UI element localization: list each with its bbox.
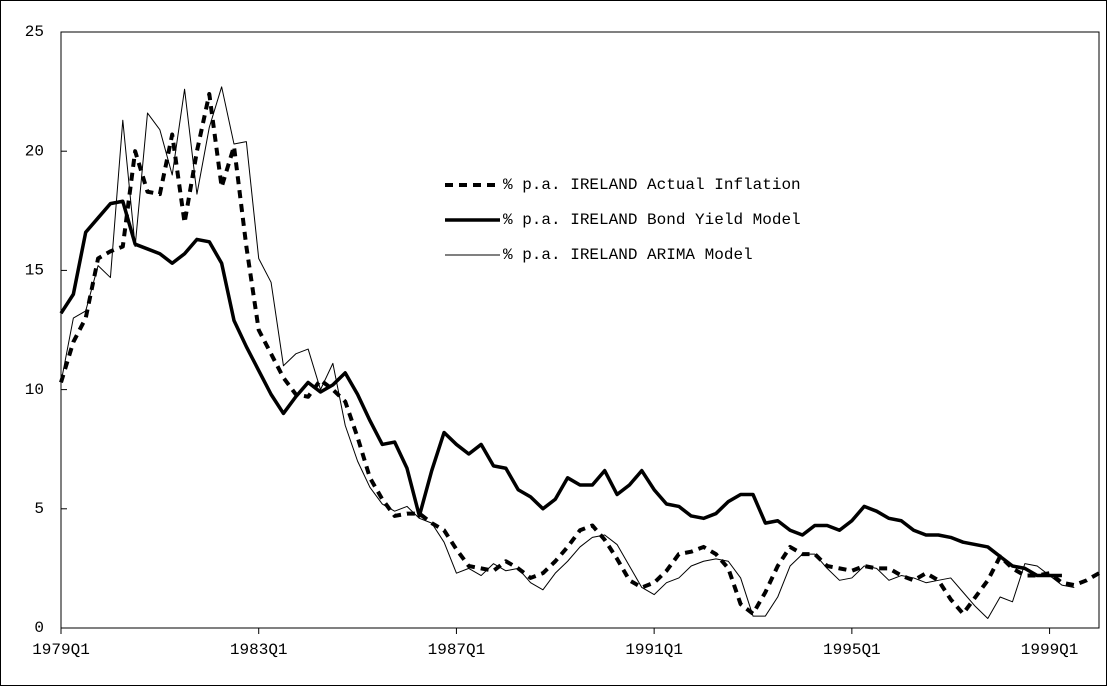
x-tick-label: 1995Q1 bbox=[823, 641, 881, 659]
y-tick-label: 25 bbox=[25, 23, 44, 41]
plot-area bbox=[60, 31, 1100, 629]
y-tick-label: 15 bbox=[25, 262, 44, 280]
x-tick-label: 1979Q1 bbox=[32, 641, 90, 659]
series-line bbox=[59, 199, 1062, 578]
x-tick-label: 1999Q1 bbox=[1021, 641, 1079, 659]
y-tick-label: 5 bbox=[34, 500, 44, 518]
legend-label: % p.a. IRELAND Bond Yield Model bbox=[503, 211, 801, 229]
y-tick-label: 20 bbox=[25, 142, 44, 160]
x-tick-label: 1991Q1 bbox=[625, 641, 683, 659]
y-tick-label: 10 bbox=[25, 381, 44, 399]
series-line bbox=[59, 91, 1101, 616]
series-line bbox=[60, 86, 1075, 619]
y-tick-label: 0 bbox=[34, 619, 44, 637]
x-tick-label: 1983Q1 bbox=[230, 641, 288, 659]
x-tick-label: 1987Q1 bbox=[428, 641, 486, 659]
legend-label: % p.a. IRELAND Actual Inflation bbox=[503, 176, 801, 194]
legend-label: % p.a. IRELAND ARIMA Model bbox=[503, 246, 753, 264]
